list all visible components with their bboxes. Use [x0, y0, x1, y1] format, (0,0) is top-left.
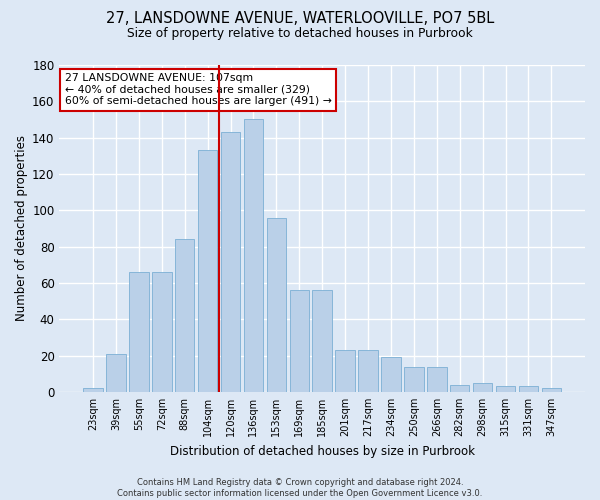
Bar — [106, 354, 125, 392]
Bar — [83, 388, 103, 392]
Bar — [496, 386, 515, 392]
Bar — [381, 358, 401, 392]
Text: 27, LANSDOWNE AVENUE, WATERLOOVILLE, PO7 5BL: 27, LANSDOWNE AVENUE, WATERLOOVILLE, PO7… — [106, 11, 494, 26]
Bar — [404, 366, 424, 392]
Bar — [152, 272, 172, 392]
Bar — [473, 383, 493, 392]
Bar — [175, 240, 194, 392]
Bar — [519, 386, 538, 392]
Bar — [313, 290, 332, 392]
Y-axis label: Number of detached properties: Number of detached properties — [15, 136, 28, 322]
Bar — [542, 388, 561, 392]
Bar — [266, 218, 286, 392]
Text: Contains HM Land Registry data © Crown copyright and database right 2024.
Contai: Contains HM Land Registry data © Crown c… — [118, 478, 482, 498]
Bar — [221, 132, 240, 392]
X-axis label: Distribution of detached houses by size in Purbrook: Distribution of detached houses by size … — [170, 444, 475, 458]
Bar — [290, 290, 309, 392]
Text: Size of property relative to detached houses in Purbrook: Size of property relative to detached ho… — [127, 28, 473, 40]
Bar — [427, 366, 446, 392]
Bar — [198, 150, 217, 392]
Bar — [450, 384, 469, 392]
Text: 27 LANSDOWNE AVENUE: 107sqm
← 40% of detached houses are smaller (329)
60% of se: 27 LANSDOWNE AVENUE: 107sqm ← 40% of det… — [65, 73, 332, 106]
Bar — [244, 120, 263, 392]
Bar — [129, 272, 149, 392]
Bar — [335, 350, 355, 392]
Bar — [358, 350, 378, 392]
